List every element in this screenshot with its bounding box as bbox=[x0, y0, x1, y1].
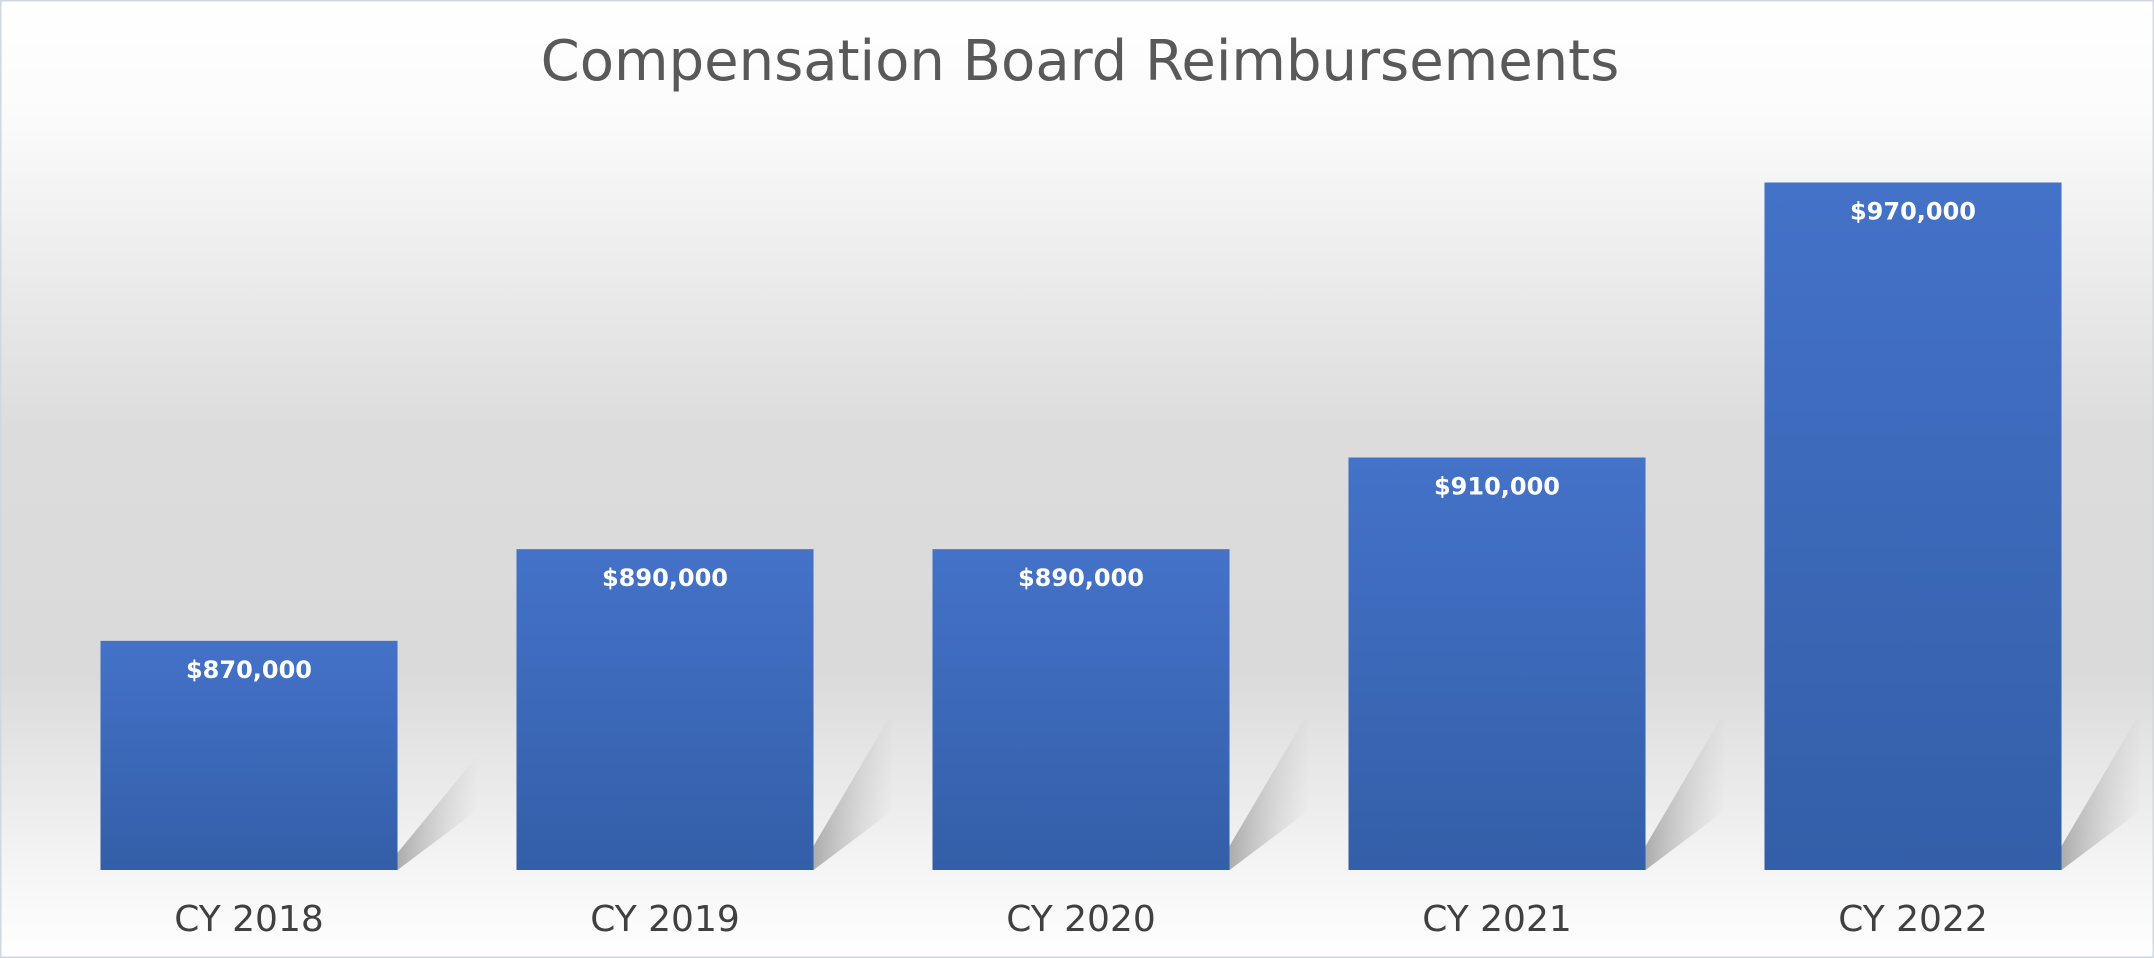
value-label: $890,000 bbox=[1018, 564, 1144, 592]
bar bbox=[100, 640, 398, 870]
value-label: $870,000 bbox=[186, 656, 312, 684]
value-label: $910,000 bbox=[1434, 473, 1560, 501]
x-tick-label: CY 2020 bbox=[1006, 899, 1156, 940]
x-tick-label: CY 2022 bbox=[1838, 899, 1988, 940]
bar bbox=[1348, 457, 1646, 870]
bar-shadow bbox=[2061, 710, 2142, 870]
bar bbox=[1764, 182, 2062, 870]
bar-shadow bbox=[1229, 710, 1310, 870]
x-tick-label: CY 2018 bbox=[174, 899, 324, 940]
bar-shadow bbox=[397, 755, 478, 870]
value-label: $890,000 bbox=[602, 564, 728, 592]
bar-shadow bbox=[1645, 710, 1726, 870]
chart-title: Compensation Board Reimbursements bbox=[541, 29, 1620, 94]
x-tick-label: CY 2021 bbox=[1422, 899, 1572, 940]
bar bbox=[516, 549, 814, 870]
x-tick-label: CY 2019 bbox=[590, 899, 740, 940]
bar-shadow bbox=[813, 710, 894, 870]
bar bbox=[932, 549, 1230, 870]
value-label: $970,000 bbox=[1850, 198, 1976, 226]
